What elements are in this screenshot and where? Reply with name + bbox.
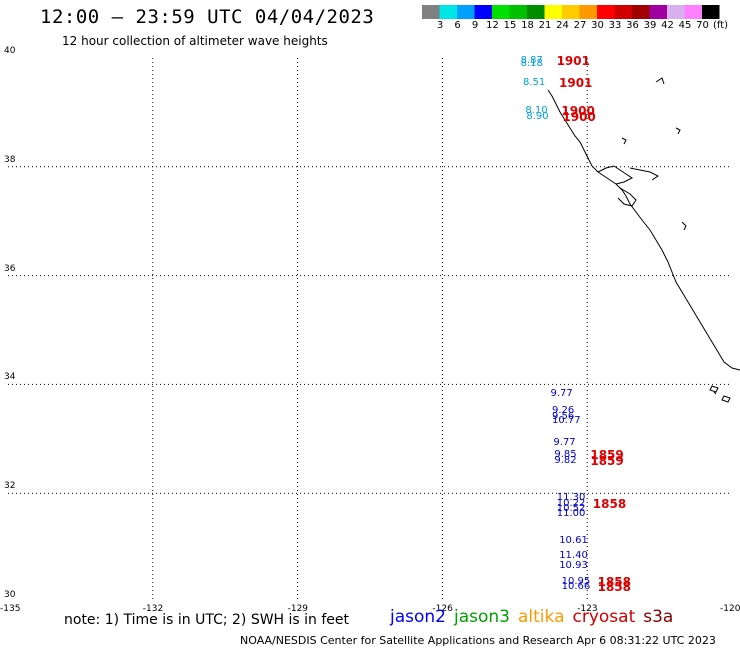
map-subtitle: 12 hour collection of altimeter wave hei… [62, 34, 328, 48]
wave-height-value: 9.77 [553, 437, 576, 449]
wave-height-value: 9.56 [551, 411, 575, 423]
legend-bin-label: 24 [556, 20, 569, 31]
wave-height-value: 10.66 [561, 581, 591, 593]
color-scale-legend [422, 5, 720, 19]
mission-jason3: jason3 [454, 607, 510, 627]
legend-swatch [562, 5, 580, 19]
wave-height-value: 10.52 [556, 502, 586, 514]
legend-bin-label: 3 [436, 20, 444, 31]
lat-lon-grid [8, 58, 732, 602]
legend-swatch [579, 5, 597, 19]
wave-height-value: 10.22 [556, 498, 586, 510]
wave-height-value: 10.77 [551, 415, 581, 427]
legend-swatch [544, 5, 562, 19]
longitude-tick-label: -129 [287, 604, 309, 614]
latitude-tick-label: 36 [4, 263, 16, 274]
pass-time-label: 1859 [590, 453, 624, 468]
legend-swatch [474, 5, 492, 19]
legend-swatch [492, 5, 510, 19]
legend-bin-label: 12 [486, 20, 499, 31]
legend-swatch [422, 5, 440, 19]
legend-bin-label: 27 [573, 20, 587, 31]
wave-height-value: 9.82 [554, 454, 577, 466]
latitude-tick-label: 40 [4, 46, 16, 56]
mission-cryosat: cryosat [572, 607, 636, 627]
latitude-tick-label: 34 [4, 372, 16, 383]
legend-bin-label: 15 [503, 20, 517, 31]
legend-bin-label: 9 [471, 20, 479, 31]
wave-height-value: 8.51 [523, 76, 546, 88]
legend-bin-label: 36 [626, 20, 639, 31]
legend-bin-label: 33 [608, 20, 622, 31]
pass-time-label: 1901 [559, 75, 593, 90]
wave-height-value: 10.95 [561, 575, 591, 587]
legend-bin-label: 45 [678, 20, 692, 31]
legend-swatch [614, 5, 632, 19]
credit-footer: NOAA/NESDIS Center for Satellite Applica… [240, 634, 716, 647]
units-note: note: 1) Time is in UTC; 2) SWH is in fe… [64, 612, 350, 628]
pass-time-label: 1901 [556, 53, 590, 68]
pass-time-label: 1900 [562, 109, 596, 124]
legend-swatch [649, 5, 667, 19]
legend-bin-label: 30 [591, 20, 604, 31]
wave-height-value: 8.18 [520, 58, 543, 70]
longitude-tick-label: -135 [0, 604, 21, 614]
channel-islands [709, 385, 731, 403]
legend-swatch [684, 5, 702, 19]
legend-bin-label: 6 [454, 20, 461, 31]
california-coastline [547, 89, 740, 371]
legend-bin-label: 18 [521, 20, 534, 31]
wave-height-value: 11.40 [559, 550, 588, 562]
longitude-tick-label: -132 [142, 604, 164, 614]
latitude-tick-label: 30 [4, 590, 16, 600]
mission-s3a: s3a [643, 607, 674, 627]
legend-bin-label: 39 [643, 20, 657, 31]
legend-bin-label: 70 [696, 20, 709, 31]
coastline-inlets [621, 77, 687, 231]
legend-swatch [632, 5, 650, 19]
san-francisco-bay [597, 165, 637, 207]
longitude-tick-label: -126 [432, 604, 453, 614]
latitude-tick-label: 32 [4, 481, 16, 492]
wave-height-value: 11.00 [556, 507, 586, 519]
pass-time-label: 1858 [592, 497, 627, 512]
wave-height-value: 9.77 [550, 388, 573, 400]
legend-swatch [509, 5, 527, 19]
legend-bin-label: 42 [661, 20, 674, 31]
legend-swatch [597, 5, 615, 19]
pass-time-label: 1859 [590, 448, 624, 463]
legend-unit: (ft) [713, 20, 729, 31]
wave-height-value: 8.10 [525, 105, 548, 117]
pass-time-label: 1900 [561, 104, 595, 119]
wave-height-value: 10.61 [559, 535, 588, 547]
longitude-tick-label: -120 [720, 604, 740, 614]
pass-time-label: 1858 [597, 580, 632, 595]
wave-height-value: 11.30 [556, 491, 586, 503]
legend-swatch [439, 5, 457, 19]
legend-bin-label: 21 [538, 20, 552, 31]
wave-height-value: 10.93 [559, 559, 588, 571]
wave-height-value: 9.85 [554, 449, 577, 461]
legend-swatch [702, 5, 720, 19]
wave-height-value: 9.26 [551, 404, 575, 416]
pass-time-label: 1858 [597, 574, 632, 589]
mission-altika: altika [518, 607, 565, 627]
latitude-tick-label: 38 [4, 154, 16, 165]
legend-swatch [457, 5, 475, 19]
wave-height-value: 8.87 [520, 54, 543, 66]
legend-swatch [527, 5, 545, 19]
legend-swatch [667, 5, 685, 19]
wave-height-value: 8.90 [526, 110, 549, 122]
longitude-tick-label: -123 [577, 604, 598, 614]
mission-jason2: jason2 [390, 607, 446, 627]
map-title: 12:00 – 23:59 UTC 04/04/2023 [40, 6, 375, 28]
